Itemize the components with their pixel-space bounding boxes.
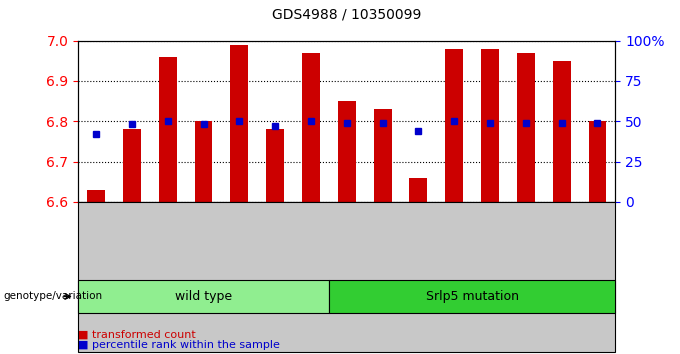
Bar — [231, 45, 248, 202]
Bar — [266, 129, 284, 202]
Bar — [445, 49, 463, 202]
Text: wild type: wild type — [175, 290, 232, 303]
Bar — [338, 101, 356, 202]
Text: ■ transformed count: ■ transformed count — [78, 330, 196, 339]
Bar — [374, 109, 392, 202]
Bar — [481, 49, 499, 202]
Text: Srlp5 mutation: Srlp5 mutation — [426, 290, 519, 303]
Text: GDS4988 / 10350099: GDS4988 / 10350099 — [272, 7, 422, 21]
Bar — [553, 61, 571, 202]
Bar — [158, 57, 177, 202]
Bar — [87, 190, 105, 202]
Bar — [302, 53, 320, 202]
Bar — [517, 53, 534, 202]
Bar — [409, 178, 427, 202]
Text: ■ percentile rank within the sample: ■ percentile rank within the sample — [78, 340, 280, 350]
Bar — [588, 121, 607, 202]
Text: genotype/variation: genotype/variation — [3, 291, 103, 302]
Bar — [194, 121, 212, 202]
Bar — [123, 129, 141, 202]
